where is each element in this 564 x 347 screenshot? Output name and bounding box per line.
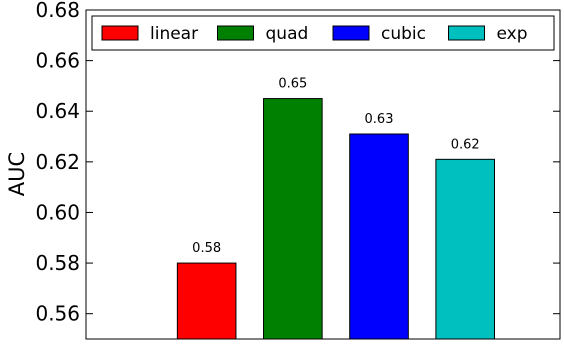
y-tick-label: 0.56 — [35, 302, 80, 326]
legend-label-cubic: cubic — [381, 24, 426, 44]
bar-cubic — [349, 133, 409, 340]
bar-value-label-quad: 0.65 — [278, 77, 307, 92]
bar-value-label-cubic: 0.63 — [365, 112, 394, 127]
bar-value-label-linear: 0.58 — [192, 241, 221, 256]
y-axis: 0.56 0.58 0.60 0.62 0.64 0.66 0.68 — [35, 0, 560, 326]
y-tick-label: 0.58 — [35, 251, 80, 275]
bar-quad — [263, 98, 323, 340]
y-axis-label: AUC — [5, 152, 29, 196]
y-tick-label: 0.68 — [35, 0, 80, 22]
legend: linear quad cubic exp — [91, 15, 555, 51]
legend-label-linear: linear — [150, 24, 198, 44]
bar-value-label-exp: 0.62 — [451, 137, 480, 152]
plot-frame — [85, 9, 561, 340]
y-tick-label: 0.60 — [35, 200, 80, 224]
bar-exp — [435, 158, 496, 340]
bar-linear — [176, 262, 237, 340]
bar-labels-layer: 0.58 0.65 0.63 0.62 — [192, 77, 479, 256]
y-tick-label: 0.66 — [35, 49, 80, 73]
bars-layer — [176, 98, 496, 340]
y-tick-label: 0.62 — [35, 150, 80, 174]
legend-label-exp: exp — [497, 24, 528, 44]
legend-swatch-cubic — [332, 25, 370, 41]
legend-swatch-quad — [217, 25, 254, 41]
legend-swatch-linear — [101, 25, 139, 41]
legend-label-quad: quad — [266, 24, 309, 44]
y-tick-label: 0.64 — [35, 99, 80, 123]
legend-swatch-exp — [448, 25, 485, 41]
